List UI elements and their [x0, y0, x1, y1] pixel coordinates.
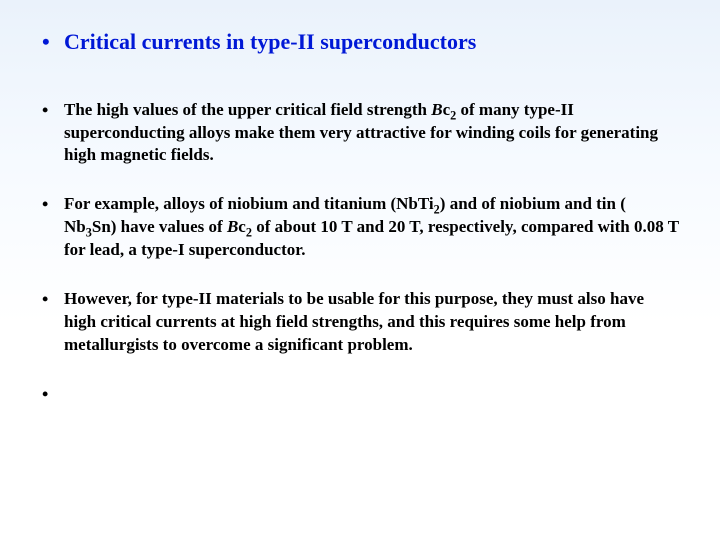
- slide: Critical currents in type-II superconduc…: [0, 0, 720, 540]
- bullet-1: The high values of the upper critical fi…: [40, 99, 680, 168]
- bullet-3: However, for type-II materials to be usa…: [40, 288, 680, 357]
- bullet-2: For example, alloys of niobium and titan…: [40, 193, 680, 262]
- bullet-list: Critical currents in type-II superconduc…: [40, 28, 680, 357]
- slide-title: Critical currents in type-II superconduc…: [40, 28, 680, 57]
